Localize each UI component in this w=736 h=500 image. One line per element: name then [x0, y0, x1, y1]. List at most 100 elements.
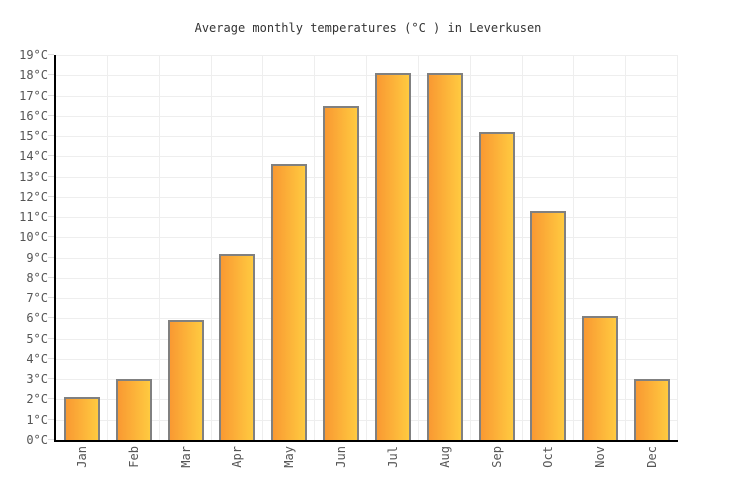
- y-tick-mark: [48, 317, 54, 319]
- y-tick-label-9: 9°C: [26, 250, 48, 265]
- y-tick-mark: [48, 256, 54, 258]
- v-gridline: [262, 55, 264, 440]
- h-gridline: [56, 156, 678, 158]
- v-gridline: [158, 55, 160, 440]
- y-tick-label-6: 6°C: [26, 311, 48, 326]
- y-tick-label-4: 4°C: [26, 351, 48, 366]
- v-gridline: [417, 55, 419, 440]
- y-tick-mark: [48, 94, 54, 96]
- y-tick-mark: [48, 337, 54, 339]
- x-tick-label-dec: Dec: [645, 446, 659, 468]
- bar-jun: [323, 105, 359, 440]
- x-tick-label-mar: Mar: [179, 446, 193, 468]
- v-gridline: [314, 55, 316, 440]
- h-gridline: [56, 419, 678, 421]
- y-tick-label-2: 2°C: [26, 392, 48, 407]
- h-gridline: [56, 257, 678, 259]
- y-tick-label-0: 0°C: [26, 433, 48, 447]
- v-gridline: [366, 55, 367, 440]
- y-tick-mark: [48, 357, 54, 359]
- y-tick-mark: [48, 378, 54, 380]
- y-tick-mark: [48, 398, 54, 400]
- x-tick-label-jan: Jan: [75, 446, 89, 468]
- bar-apr: [219, 253, 255, 440]
- y-tick-label-17: 17°C: [19, 88, 48, 103]
- h-gridline: [56, 399, 678, 401]
- x-tick-label-jul: Jul: [386, 446, 400, 468]
- x-tick-label-oct: Oct: [541, 446, 555, 468]
- v-gridline: [469, 55, 471, 440]
- y-tick-mark: [48, 114, 54, 116]
- v-gridline: [677, 55, 678, 440]
- v-gridline: [210, 55, 212, 440]
- x-tick-label-feb: Feb: [127, 446, 141, 468]
- y-tick-mark: [48, 195, 54, 197]
- y-tick-mark: [48, 418, 54, 420]
- x-tick-label-sep: Sep: [490, 446, 504, 468]
- bar-sep: [479, 132, 515, 440]
- chart-title: Average monthly temperatures (°C ) in Le…: [194, 21, 542, 35]
- v-gridline: [521, 55, 523, 440]
- y-tick-label-15: 15°C: [19, 129, 48, 144]
- x-tick-label-apr: Apr: [230, 446, 244, 468]
- y-tick-mark: [48, 276, 54, 278]
- h-gridline: [56, 379, 678, 381]
- h-gridline: [56, 277, 678, 279]
- y-tick-label-1: 1°C: [26, 412, 48, 427]
- h-gridline: [56, 196, 678, 198]
- h-gridline: [56, 75, 678, 77]
- y-tick-mark: [48, 175, 54, 177]
- h-gridline: [56, 298, 678, 300]
- v-gridline: [573, 55, 575, 440]
- x-tick-label-may: May: [282, 446, 296, 468]
- bar-jan: [64, 397, 100, 440]
- y-tick-label-14: 14°C: [19, 149, 48, 164]
- y-tick-label-16: 16°C: [19, 108, 48, 123]
- bar-feb: [116, 379, 152, 440]
- h-gridline: [56, 176, 678, 178]
- plot-area: [56, 55, 678, 440]
- h-gridline: [56, 136, 678, 138]
- bar-aug: [427, 73, 463, 440]
- y-tick-mark: [48, 216, 54, 218]
- bar-mar: [168, 320, 204, 440]
- h-gridline: [56, 55, 678, 56]
- y-tick-mark: [48, 74, 54, 76]
- y-tick-label-13: 13°C: [19, 169, 48, 184]
- bar-may: [271, 164, 307, 440]
- bar-oct: [530, 211, 566, 440]
- h-gridline: [56, 318, 678, 320]
- y-tick-label-8: 8°C: [26, 270, 48, 285]
- y-tick-label-18: 18°C: [19, 68, 48, 83]
- y-tick-label-7: 7°C: [26, 291, 48, 306]
- y-tick-label-10: 10°C: [19, 230, 48, 245]
- h-gridline: [56, 95, 678, 97]
- v-gridline: [625, 55, 627, 440]
- h-gridline: [56, 237, 678, 239]
- y-tick-mark: [48, 236, 54, 238]
- y-tick-label-12: 12°C: [19, 189, 48, 204]
- bar-jul: [375, 73, 411, 440]
- h-gridline: [56, 358, 678, 360]
- h-gridline: [56, 115, 678, 117]
- y-axis-line: [54, 55, 56, 442]
- y-tick-mark: [48, 439, 54, 440]
- x-tick-label-aug: Aug: [438, 446, 452, 468]
- bar-nov: [582, 316, 618, 440]
- y-tick-label-3: 3°C: [26, 372, 48, 387]
- h-gridline: [56, 217, 678, 219]
- h-gridline: [56, 338, 678, 340]
- bar-dec: [634, 379, 670, 440]
- y-tick-label-19: 19°C: [19, 48, 48, 62]
- x-tick-label-nov: Nov: [593, 446, 607, 468]
- y-tick-mark: [48, 135, 54, 137]
- v-gridline: [106, 55, 108, 440]
- y-tick-mark: [48, 54, 54, 55]
- y-tick-mark: [48, 297, 54, 299]
- x-axis-line: [54, 440, 678, 442]
- y-tick-label-5: 5°C: [26, 331, 48, 346]
- x-tick-label-jun: Jun: [334, 446, 348, 468]
- y-tick-mark: [48, 155, 54, 157]
- y-tick-label-11: 11°C: [19, 210, 48, 225]
